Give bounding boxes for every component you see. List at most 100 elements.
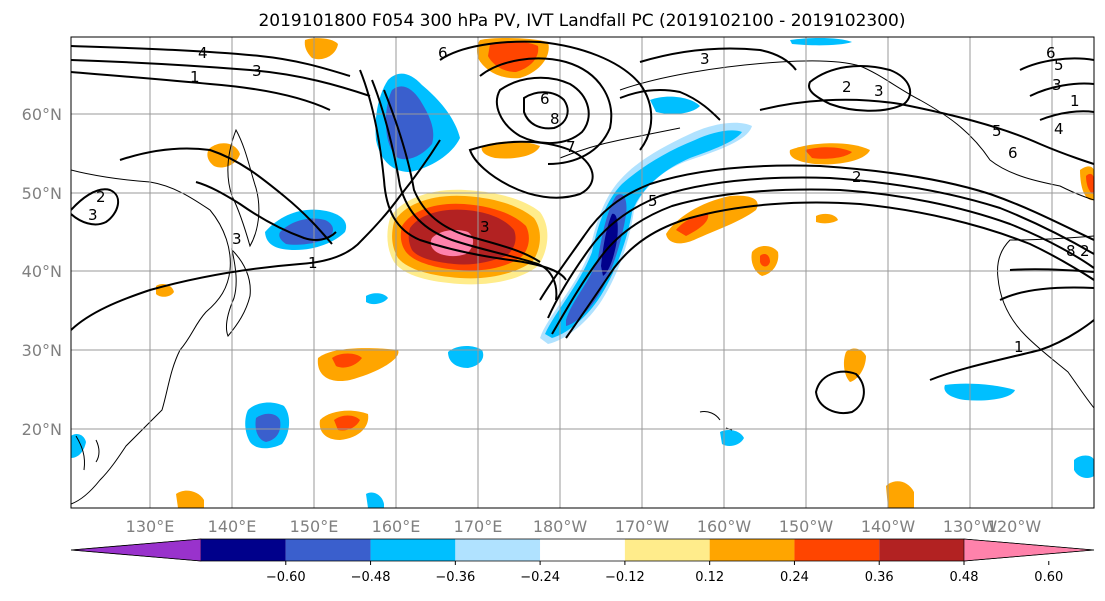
contour-line <box>71 188 120 226</box>
colorbar-tick-label: 0.60 <box>1034 570 1063 585</box>
contour-label: 5 <box>1054 56 1064 74</box>
positive-anomalies <box>156 37 1094 508</box>
contour-line <box>71 71 331 111</box>
contour-line <box>468 140 594 199</box>
contours <box>71 40 1094 414</box>
lon-label: 170°E <box>454 517 503 536</box>
negative-anomalies <box>71 37 1094 508</box>
pos-sub-2-mid <box>334 415 360 431</box>
neg-sub-6 <box>720 430 744 446</box>
lon-label: 160°W <box>697 517 752 536</box>
colorbar-cell <box>794 539 880 561</box>
lon-label: 160°E <box>372 517 421 536</box>
contour-label: 3 <box>232 230 242 248</box>
neg-sub-5 <box>71 434 86 458</box>
contour-line <box>1009 268 1094 273</box>
coastlines <box>71 60 1094 505</box>
figure-title: 2019101800 F054 300 hPa PV, IVT Landfall… <box>258 11 905 31</box>
lon-label: 150°W <box>779 517 834 536</box>
contour-line <box>495 76 590 145</box>
lat-label: 30°N <box>22 341 62 360</box>
contour-label: 2 <box>1080 242 1090 260</box>
lat-label: 40°N <box>22 262 62 281</box>
contour-labels: 6 4 3 1 6 3 2 3 6 5 8 3 1 2 3 6 5 4 7 2 <box>88 44 1090 356</box>
neg-sub-8 <box>366 492 384 508</box>
contour-line <box>71 59 371 97</box>
map-panel: 6 4 3 1 6 3 2 3 6 5 8 3 1 2 3 6 5 4 7 2 <box>22 36 1095 536</box>
coast-na-west <box>997 235 1094 409</box>
contour-label: 1 <box>190 68 200 86</box>
map-frame <box>70 36 1095 509</box>
lat-label: 60°N <box>22 105 62 124</box>
lon-label: 170°W <box>615 517 670 536</box>
neg-sub-1-mid <box>255 413 281 442</box>
contour-label: 3 <box>874 82 884 100</box>
contour-line <box>547 176 1094 319</box>
colorbar-tick-label: −0.60 <box>266 570 306 585</box>
contour-line <box>1039 110 1094 121</box>
colorbar-cell <box>201 539 286 561</box>
contour-label: 3 <box>700 50 710 68</box>
contour-label: 3 <box>88 206 98 224</box>
contour-label: 6 <box>1008 144 1018 162</box>
colorbar-outline <box>70 538 1095 562</box>
contour-label: 2 <box>852 168 862 186</box>
colorbar-tick-label: 0.36 <box>865 570 894 585</box>
lon-label: 150°E <box>290 517 339 536</box>
neg-japan-mid <box>279 218 334 245</box>
lon-label: 120°W <box>987 517 1042 536</box>
contour-label: 3 <box>252 62 262 80</box>
contour-label: 8 <box>550 110 560 128</box>
pos-sub-7 <box>816 213 838 224</box>
contour-line <box>999 286 1094 301</box>
colorbar-extend-max <box>963 538 1095 562</box>
contour-line <box>383 89 541 263</box>
contour-label: 2 <box>96 188 106 206</box>
contour-label: 7 <box>566 138 576 156</box>
contour-line <box>1029 82 1094 97</box>
neg-sub-2 <box>448 346 484 368</box>
neg-sub-9 <box>650 96 700 114</box>
colorbar-tick-label: −0.36 <box>435 570 475 585</box>
pos-sub-5 <box>176 490 204 508</box>
contour-line <box>371 79 558 301</box>
contour-line <box>619 89 721 121</box>
contour-line <box>565 201 1094 339</box>
lat-label: 50°N <box>22 184 62 203</box>
neg-sub-3 <box>944 383 1015 401</box>
graticule <box>71 37 1094 508</box>
pos-165w-mid <box>676 214 709 236</box>
contour-line <box>639 47 797 71</box>
pos-sub-1-mid <box>332 353 362 368</box>
colorbar-extend-min <box>70 538 202 562</box>
colorbar: −0.60 −0.48 −0.36 −0.24 −0.12 0.12 0.24 0.36 0.4… <box>70 538 1095 585</box>
lon-label: 130°W <box>943 517 998 536</box>
contour-line <box>479 57 613 165</box>
colorbar-tick-label: 0.48 <box>950 570 979 585</box>
pos-160e <box>481 141 540 159</box>
colorbar-cell <box>879 539 964 561</box>
colorbar-cell <box>455 539 541 561</box>
coast-kamchatka <box>227 128 260 248</box>
pos-160w-mid <box>805 147 852 159</box>
contour-line <box>1019 57 1094 71</box>
contour-line <box>539 164 1094 301</box>
pos-east-edge-mid <box>1086 173 1094 194</box>
contour-line <box>759 98 1094 165</box>
lon-label: 130°E <box>126 517 175 536</box>
contour-label: 1 <box>1070 92 1080 110</box>
coast-japan <box>225 248 251 337</box>
coast-asia <box>71 169 231 505</box>
colorbar-cell <box>370 539 456 561</box>
contour-label: 6 <box>1046 44 1056 62</box>
coast-alaska <box>619 60 1094 201</box>
contour-label: 2 <box>842 78 852 96</box>
lon-label: 140°W <box>861 517 916 536</box>
colorbar-cell <box>709 539 795 561</box>
contour-label: 5 <box>992 122 1002 140</box>
contour-line <box>439 40 653 151</box>
coast-aleutians <box>559 127 681 159</box>
neg-band-strong <box>601 213 618 276</box>
contour-line <box>119 147 333 245</box>
